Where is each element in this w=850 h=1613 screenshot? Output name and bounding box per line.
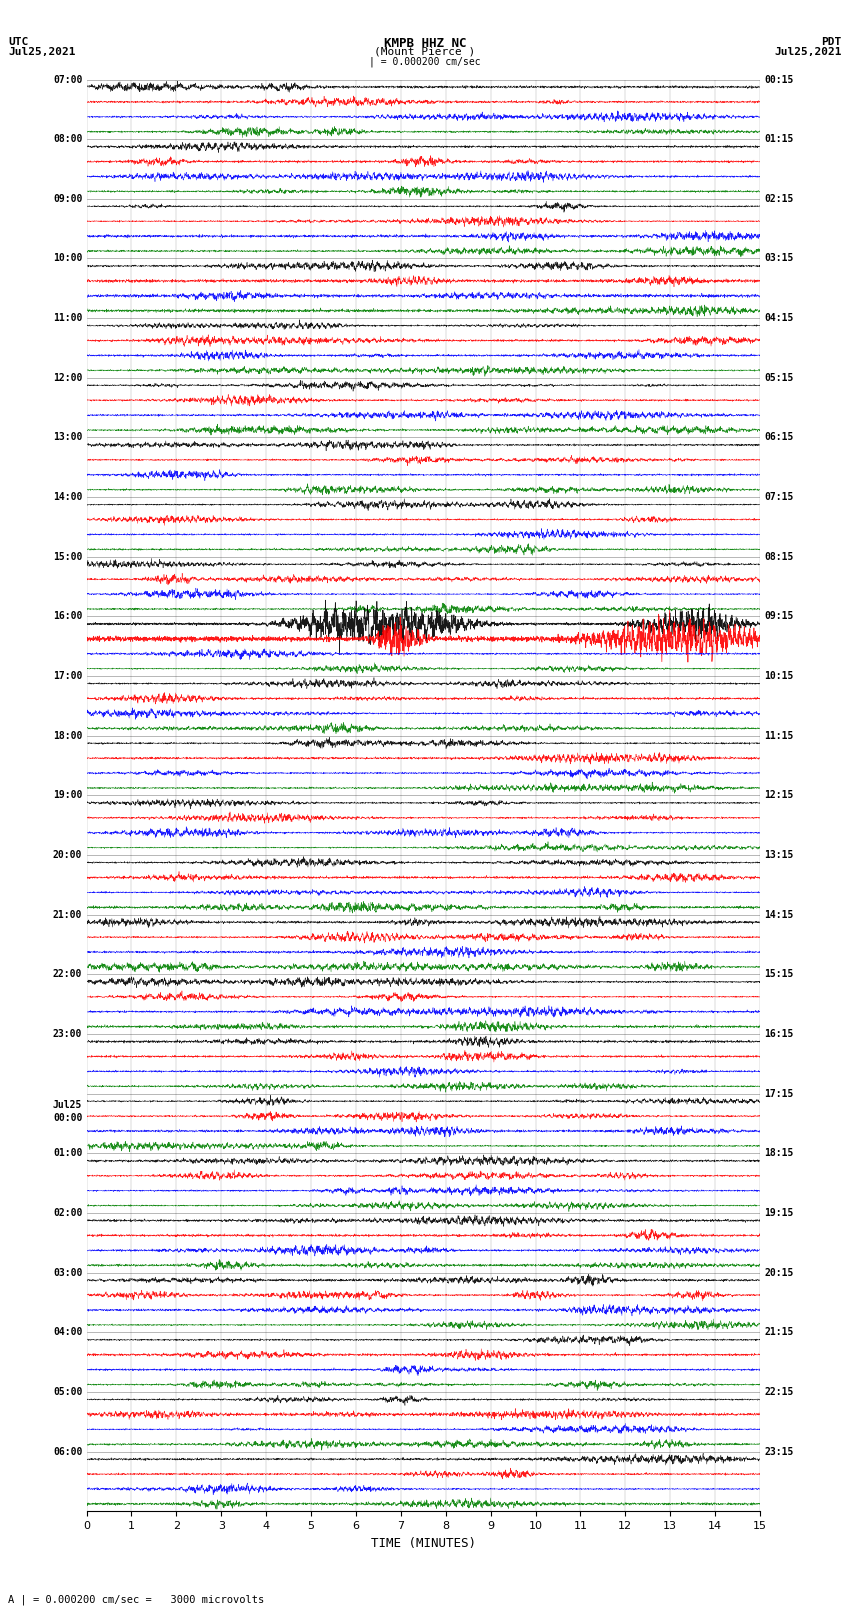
Text: 06:00: 06:00 [53,1447,82,1457]
Text: Jul25,2021: Jul25,2021 [8,47,76,56]
Text: 10:00: 10:00 [53,253,82,263]
Text: 20:00: 20:00 [53,850,82,860]
Text: 11:00: 11:00 [53,313,82,323]
Text: 07:15: 07:15 [764,492,794,502]
Text: 13:15: 13:15 [764,850,794,860]
Text: 04:00: 04:00 [53,1327,82,1337]
Text: 22:15: 22:15 [764,1387,794,1397]
Text: 00:00: 00:00 [53,1113,82,1123]
Text: 10:15: 10:15 [764,671,794,681]
Text: | = 0.000200 cm/sec: | = 0.000200 cm/sec [369,56,481,68]
Text: 02:00: 02:00 [53,1208,82,1218]
Text: 17:00: 17:00 [53,671,82,681]
Text: 02:15: 02:15 [764,194,794,203]
Text: 14:00: 14:00 [53,492,82,502]
Text: 20:15: 20:15 [764,1268,794,1277]
Text: A | = 0.000200 cm/sec =   3000 microvolts: A | = 0.000200 cm/sec = 3000 microvolts [8,1594,264,1605]
Text: 15:15: 15:15 [764,969,794,979]
Text: 16:15: 16:15 [764,1029,794,1039]
Text: 12:00: 12:00 [53,373,82,382]
Text: 18:15: 18:15 [764,1148,794,1158]
Text: 01:00: 01:00 [53,1148,82,1158]
Text: 13:00: 13:00 [53,432,82,442]
Text: 23:00: 23:00 [53,1029,82,1039]
Text: (Mount Pierce ): (Mount Pierce ) [374,47,476,56]
Text: 05:00: 05:00 [53,1387,82,1397]
Text: 05:15: 05:15 [764,373,794,382]
Text: KMPB HHZ NC: KMPB HHZ NC [383,37,467,50]
Text: 12:15: 12:15 [764,790,794,800]
Text: 19:15: 19:15 [764,1208,794,1218]
Text: 03:15: 03:15 [764,253,794,263]
Text: 07:00: 07:00 [53,74,82,84]
Text: 16:00: 16:00 [53,611,82,621]
Text: 17:15: 17:15 [764,1089,794,1098]
Text: 19:00: 19:00 [53,790,82,800]
Text: PDT: PDT [821,37,842,47]
Text: 23:15: 23:15 [764,1447,794,1457]
Text: 06:15: 06:15 [764,432,794,442]
Text: 21:15: 21:15 [764,1327,794,1337]
Text: 01:15: 01:15 [764,134,794,144]
Text: Jul25,2021: Jul25,2021 [774,47,842,56]
Text: 04:15: 04:15 [764,313,794,323]
Text: 11:15: 11:15 [764,731,794,740]
Text: 14:15: 14:15 [764,910,794,919]
X-axis label: TIME (MINUTES): TIME (MINUTES) [371,1537,476,1550]
Text: 08:00: 08:00 [53,134,82,144]
Text: UTC: UTC [8,37,29,47]
Text: 21:00: 21:00 [53,910,82,919]
Text: Jul25: Jul25 [53,1100,82,1110]
Text: 09:15: 09:15 [764,611,794,621]
Text: 18:00: 18:00 [53,731,82,740]
Text: 15:00: 15:00 [53,552,82,561]
Text: 22:00: 22:00 [53,969,82,979]
Text: 03:00: 03:00 [53,1268,82,1277]
Text: 09:00: 09:00 [53,194,82,203]
Text: 00:15: 00:15 [764,74,794,84]
Text: 08:15: 08:15 [764,552,794,561]
